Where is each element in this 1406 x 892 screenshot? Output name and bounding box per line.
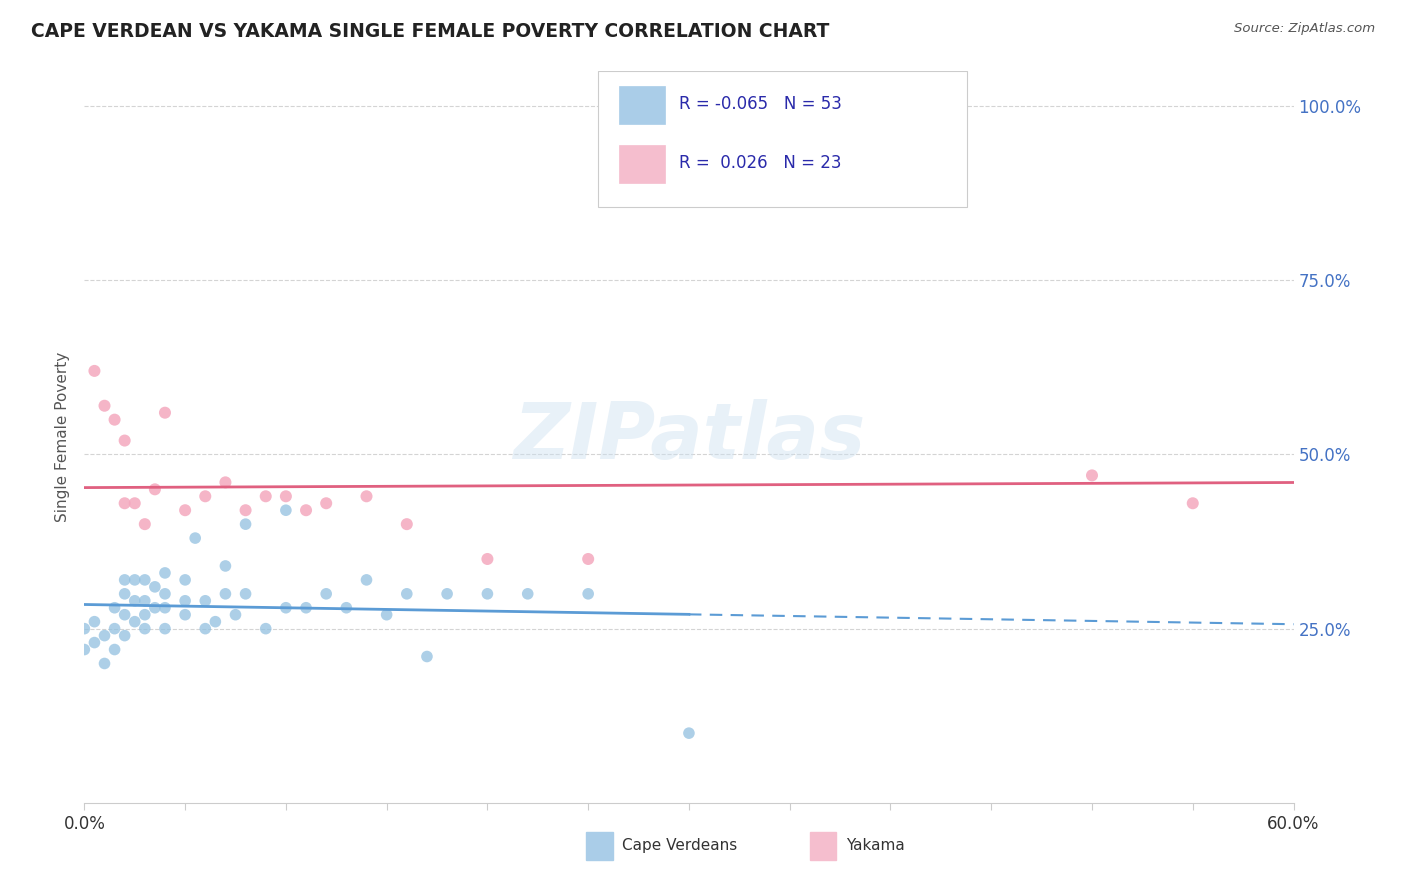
Point	[235, 503, 257, 517]
Point	[153, 622, 176, 636]
Point	[104, 412, 127, 426]
Point	[356, 489, 378, 503]
Point	[143, 600, 166, 615]
Point	[114, 434, 136, 448]
Point	[73, 622, 96, 636]
Point	[93, 629, 115, 643]
Point	[315, 587, 337, 601]
Point	[235, 587, 257, 601]
Point	[114, 573, 136, 587]
Text: ZIPatlas: ZIPatlas	[513, 399, 865, 475]
Text: Cape Verdeans: Cape Verdeans	[623, 838, 738, 854]
Point	[295, 503, 318, 517]
Point	[194, 622, 217, 636]
Point	[93, 399, 115, 413]
Point	[214, 475, 236, 490]
Point	[225, 607, 247, 622]
Point	[143, 483, 166, 497]
Point	[214, 558, 236, 573]
Point	[134, 573, 156, 587]
Point	[134, 594, 156, 608]
Point	[174, 573, 197, 587]
Point	[395, 587, 418, 601]
Text: R = -0.065   N = 53: R = -0.065 N = 53	[679, 95, 842, 113]
Point	[114, 587, 136, 601]
Point	[153, 566, 176, 580]
Point	[204, 615, 226, 629]
Point	[153, 587, 176, 601]
Point	[194, 594, 217, 608]
Point	[104, 622, 127, 636]
Point	[335, 600, 357, 615]
Text: Source: ZipAtlas.com: Source: ZipAtlas.com	[1234, 22, 1375, 36]
Point	[1181, 496, 1204, 510]
Point	[104, 642, 127, 657]
Point	[153, 600, 176, 615]
Point	[274, 600, 297, 615]
Text: Yakama: Yakama	[846, 838, 905, 854]
Point	[124, 573, 146, 587]
Point	[124, 594, 146, 608]
Point	[214, 587, 236, 601]
Point	[184, 531, 207, 545]
Point	[516, 587, 538, 601]
Point	[235, 517, 257, 532]
Point	[114, 496, 136, 510]
Y-axis label: Single Female Poverty: Single Female Poverty	[55, 352, 70, 522]
Point	[678, 726, 700, 740]
FancyBboxPatch shape	[599, 71, 967, 207]
Point	[375, 607, 398, 622]
Bar	[586, 832, 613, 860]
Bar	[810, 832, 837, 860]
Point	[143, 580, 166, 594]
Point	[174, 607, 197, 622]
Point	[254, 622, 277, 636]
Point	[83, 615, 105, 629]
Point	[124, 615, 146, 629]
Bar	[619, 86, 665, 124]
Point	[295, 600, 318, 615]
Point	[73, 642, 96, 657]
Point	[274, 503, 297, 517]
Point	[416, 649, 439, 664]
Point	[114, 629, 136, 643]
Point	[274, 489, 297, 503]
Point	[315, 496, 337, 510]
Point	[134, 517, 156, 532]
Point	[477, 552, 499, 566]
Point	[174, 503, 197, 517]
Point	[124, 496, 146, 510]
Point	[576, 552, 599, 566]
Point	[356, 573, 378, 587]
Point	[153, 406, 176, 420]
Point	[83, 364, 105, 378]
Point	[114, 607, 136, 622]
Point	[477, 587, 499, 601]
Point	[194, 489, 217, 503]
Bar	[619, 145, 665, 183]
Point	[174, 594, 197, 608]
Point	[134, 607, 156, 622]
Point	[83, 635, 105, 649]
Text: R =  0.026   N = 23: R = 0.026 N = 23	[679, 153, 842, 172]
Point	[104, 600, 127, 615]
Point	[576, 587, 599, 601]
Point	[395, 517, 418, 532]
Text: CAPE VERDEAN VS YAKAMA SINGLE FEMALE POVERTY CORRELATION CHART: CAPE VERDEAN VS YAKAMA SINGLE FEMALE POV…	[31, 22, 830, 41]
Point	[254, 489, 277, 503]
Point	[134, 622, 156, 636]
Point	[93, 657, 115, 671]
Point	[1081, 468, 1104, 483]
Point	[436, 587, 458, 601]
